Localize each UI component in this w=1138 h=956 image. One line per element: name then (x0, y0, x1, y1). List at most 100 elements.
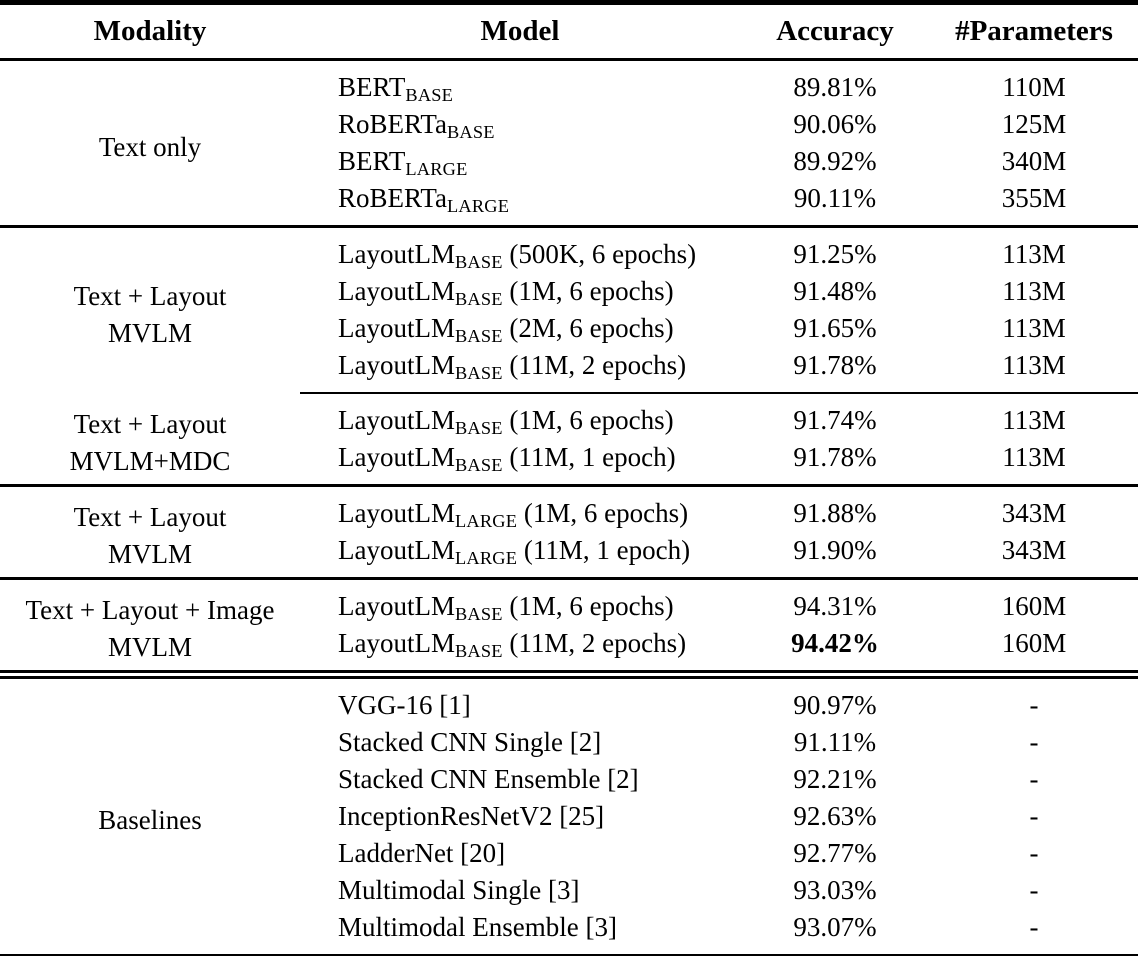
model-cell: LayoutLMBASE (11M, 2 epochs) (300, 625, 740, 675)
model-name: BERT (338, 72, 406, 102)
model-name: RoBERTa (338, 183, 447, 213)
modality-line1: Text + Layout (73, 408, 227, 439)
parameters-cell: - (1029, 690, 1039, 720)
accuracy-cell: 91.74% (740, 392, 930, 439)
parameters-cell: 355M (1001, 183, 1067, 213)
column-header-parameters: #Parameters (955, 15, 1113, 47)
parameters-cell: 343M (1001, 535, 1067, 565)
model-cell: LayoutLMLARGE (11M, 1 epoch) (300, 532, 740, 579)
table-row: Baselines VGG-16 [1] 90.97% - (0, 675, 1138, 835)
model-subscript: BASE (454, 326, 503, 347)
modality-cell: Text + Layout MVLM (0, 486, 300, 579)
model-name: LayoutLM (338, 442, 455, 472)
parameters-cell: - (1029, 801, 1039, 831)
table-row: LadderNet [20] 92.77% - (0, 835, 1138, 872)
model-cell: Stacked CNN Single [2] (300, 724, 740, 761)
table-row: Text + Layout MVLM LayoutLMLARGE (1M, 6 … (0, 486, 1138, 569)
model-cell: Multimodal Single [3] (300, 872, 740, 909)
accuracy-cell: 89.81% (793, 72, 877, 102)
section-text-layout-image: Text + Layout + Image MVLM LayoutLMBASE … (0, 579, 1138, 675)
table-row: BERTLARGE 89.92% 340M (0, 143, 1138, 180)
modality-line1: Text only (98, 131, 202, 162)
parameters-cell: - (1029, 838, 1039, 868)
model-cell: BERTBASE (300, 60, 740, 107)
model-cell: Stacked CNN Ensemble [2] (300, 761, 740, 798)
table-row: Text + Layout MVLM LayoutLMBASE (500K, 6… (0, 227, 1138, 348)
accuracy-cell: 93.03% (793, 875, 877, 905)
modality-cell: Text only (0, 60, 300, 227)
model-subscript: LARGE (405, 159, 468, 180)
accuracy-cell: 92.63% (793, 801, 877, 831)
model-suffix: (1M, 6 epochs) (502, 591, 674, 621)
model-suffix: (2M, 6 epochs) (502, 313, 674, 343)
model-subscript: BASE (454, 252, 503, 273)
parameters-cell: 113M (1002, 239, 1066, 269)
accuracy-cell: 90.11% (793, 183, 877, 213)
model-cell: LayoutLMLARGE (1M, 6 epochs) (300, 486, 740, 533)
accuracy-cell: 90.06% (793, 109, 877, 139)
model-name: RoBERTa (338, 109, 447, 139)
section-baselines: Baselines VGG-16 [1] 90.97% - Stacked CN… (0, 675, 1138, 956)
model-suffix: (11M, 1 epoch) (517, 535, 691, 565)
model-cell: BERTLARGE (300, 143, 740, 180)
modality-line1: Text + Layout (73, 280, 227, 311)
model-name: LadderNet [20] (338, 838, 506, 868)
model-cell: LadderNet [20] (300, 835, 740, 872)
table-row: Text + Layout + Image MVLM LayoutLMBASE … (0, 579, 1138, 662)
parameters-cell: - (1029, 875, 1039, 905)
column-header-modality: Modality (93, 15, 207, 47)
accuracy-cell: 91.65% (793, 313, 877, 343)
model-cell: LayoutLMBASE (500K, 6 epochs) (300, 227, 740, 274)
modality-line1: Baselines (98, 805, 202, 835)
model-subscript: BASE (405, 85, 454, 106)
table-row: RoBERTaBASE 90.06% 125M (0, 106, 1138, 143)
modality-line2: MVLM (107, 539, 192, 569)
table-row: LayoutLMBASE (1M, 6 epochs) 91.48% 113M (0, 273, 1138, 310)
model-cell: RoBERTaBASE (300, 106, 740, 143)
model-name: LayoutLM (338, 535, 455, 565)
parameters-cell: 113M (1002, 442, 1066, 472)
parameters-cell: 113M (930, 392, 1138, 439)
column-header-model: Model (480, 15, 560, 47)
table-row: LayoutLMBASE (11M, 2 epochs) 94.42% 160M (0, 625, 1138, 675)
model-cell: RoBERTaLARGE (300, 180, 740, 227)
model-suffix: (1M, 6 epochs) (502, 276, 674, 306)
model-name: VGG-16 [1] (338, 690, 471, 720)
accuracy-cell: 91.78% (793, 442, 877, 472)
parameters-cell: - (1029, 727, 1039, 757)
model-subscript: BASE (447, 122, 495, 143)
modality-line2: MVLM (107, 317, 192, 348)
table-row: LayoutLMBASE (11M, 1 epoch) 91.78% 113M (0, 439, 1138, 486)
table-row: InceptionResNetV2 [25] 92.63% - (0, 798, 1138, 835)
model-name: Stacked CNN Ensemble [2] (338, 764, 639, 794)
table-row: Stacked CNN Single [2] 91.11% - (0, 724, 1138, 761)
model-name: LayoutLM (338, 239, 455, 269)
model-name: Stacked CNN Single [2] (338, 727, 602, 757)
parameters-cell: 160M (1001, 628, 1067, 658)
modality-line2: MVLM (107, 632, 192, 662)
parameters-cell: 343M (1001, 498, 1067, 528)
modality-line1: Text + Layout + Image (25, 595, 275, 625)
accuracy-cell: 89.92% (793, 146, 877, 176)
accuracy-cell: 91.90% (793, 535, 877, 565)
model-suffix: (500K, 6 epochs) (502, 239, 697, 269)
accuracy-cell: 93.07% (793, 912, 877, 942)
table-row: Multimodal Ensemble [3] 93.07% - (0, 909, 1138, 956)
column-header-accuracy: Accuracy (776, 15, 894, 47)
accuracy-cell: 90.97% (793, 690, 877, 720)
section-mvlm-large: Text + Layout MVLM LayoutLMLARGE (1M, 6 … (0, 486, 1138, 579)
modality-cell: Baselines (0, 675, 300, 956)
model-name: Multimodal Single [3] (338, 875, 580, 905)
model-name: LayoutLM (338, 350, 455, 380)
model-cell: LayoutLMBASE (1M, 6 epochs) (300, 579, 740, 626)
model-name: LayoutLM (338, 313, 455, 343)
model-subscript: BASE (454, 604, 503, 625)
model-cell: Multimodal Ensemble [3] (300, 909, 740, 956)
accuracy-cell: 92.21% (793, 764, 877, 794)
table-row: RoBERTaLARGE 90.11% 355M (0, 180, 1138, 227)
model-subscript: LARGE (447, 196, 510, 217)
parameters-cell: 113M (1002, 350, 1066, 380)
model-name: LayoutLM (338, 591, 455, 621)
model-subscript: BASE (454, 641, 503, 662)
